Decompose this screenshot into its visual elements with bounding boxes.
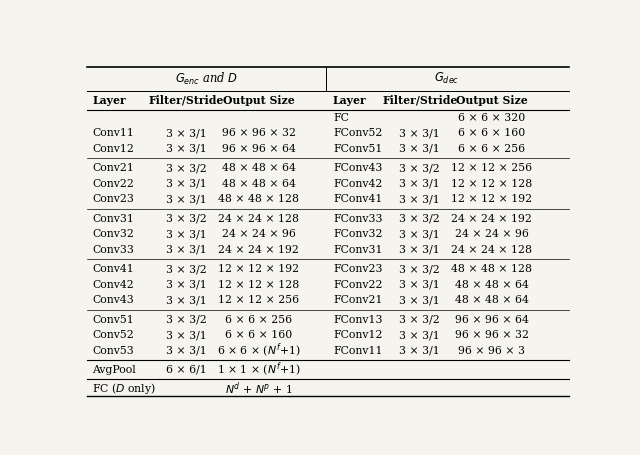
Text: Filter/Stride: Filter/Stride (382, 95, 458, 106)
Text: 96 × 96 × 64: 96 × 96 × 64 (455, 315, 529, 325)
Text: FConv42: FConv42 (333, 179, 382, 189)
Text: 3 × 3/1: 3 × 3/1 (399, 295, 440, 305)
Text: FC ($D$ only): FC ($D$ only) (92, 381, 156, 396)
Text: 24 × 24 × 128: 24 × 24 × 128 (451, 245, 532, 254)
Text: Conv53: Conv53 (92, 346, 134, 356)
Text: Conv42: Conv42 (92, 280, 134, 290)
Text: 3 × 3/1: 3 × 3/1 (166, 229, 207, 239)
Text: 6 × 6 × ($N^f$+1): 6 × 6 × ($N^f$+1) (217, 342, 300, 359)
Text: 48 × 48 × 64: 48 × 48 × 64 (221, 163, 296, 173)
Text: 3 × 3/1: 3 × 3/1 (399, 128, 440, 138)
Text: AvgPool: AvgPool (92, 364, 136, 374)
Text: 12 × 12 × 192: 12 × 12 × 192 (218, 264, 299, 274)
Text: Conv52: Conv52 (92, 330, 134, 340)
Text: 6 × 6 × 160: 6 × 6 × 160 (225, 330, 292, 340)
Text: 3 × 3/1: 3 × 3/1 (399, 330, 440, 340)
Text: 96 × 96 × 32: 96 × 96 × 32 (221, 128, 296, 138)
Text: 48 × 48 × 64: 48 × 48 × 64 (455, 280, 529, 290)
Text: 3 × 3/2: 3 × 3/2 (399, 163, 440, 173)
Text: Conv32: Conv32 (92, 229, 134, 239)
Text: 3 × 3/1: 3 × 3/1 (399, 143, 440, 153)
Text: 6 × 6 × 160: 6 × 6 × 160 (458, 128, 525, 138)
Text: 3 × 3/2: 3 × 3/2 (166, 214, 207, 224)
Text: FConv11: FConv11 (333, 346, 383, 356)
Text: 3 × 3/1: 3 × 3/1 (166, 128, 207, 138)
Text: 3 × 3/2: 3 × 3/2 (166, 264, 207, 274)
Text: FConv31: FConv31 (333, 245, 383, 254)
Text: Layer: Layer (333, 95, 367, 106)
Text: 24 × 24 × 192: 24 × 24 × 192 (218, 245, 299, 254)
Text: 12 × 12 × 192: 12 × 12 × 192 (451, 194, 532, 204)
Text: 6 × 6/1: 6 × 6/1 (166, 364, 207, 374)
Text: 6 × 6 × 256: 6 × 6 × 256 (225, 315, 292, 325)
Text: FConv51: FConv51 (333, 143, 382, 153)
Text: 96 × 96 × 3: 96 × 96 × 3 (458, 346, 525, 356)
Text: Conv11: Conv11 (92, 128, 134, 138)
Text: 6 × 6 × 320: 6 × 6 × 320 (458, 113, 525, 123)
Text: 24 × 24 × 96: 24 × 24 × 96 (221, 229, 296, 239)
Text: 3 × 3/2: 3 × 3/2 (166, 315, 207, 325)
Text: FConv43: FConv43 (333, 163, 382, 173)
Text: 24 × 24 × 96: 24 × 24 × 96 (455, 229, 529, 239)
Text: Conv22: Conv22 (92, 179, 134, 189)
Text: $G_{dec}$: $G_{dec}$ (435, 71, 460, 86)
Text: 12 × 12 × 256: 12 × 12 × 256 (218, 295, 299, 305)
Text: 3 × 3/1: 3 × 3/1 (399, 245, 440, 254)
Text: 3 × 3/1: 3 × 3/1 (166, 245, 207, 254)
Text: 3 × 3/1: 3 × 3/1 (399, 194, 440, 204)
Text: FConv21: FConv21 (333, 295, 383, 305)
Text: FConv23: FConv23 (333, 264, 383, 274)
Text: 3 × 3/2: 3 × 3/2 (399, 214, 440, 224)
Text: 3 × 3/1: 3 × 3/1 (399, 229, 440, 239)
Text: 24 × 24 × 192: 24 × 24 × 192 (451, 214, 532, 224)
Text: FConv52: FConv52 (333, 128, 382, 138)
Text: FConv12: FConv12 (333, 330, 383, 340)
Text: Conv41: Conv41 (92, 264, 134, 274)
Text: 3 × 3/2: 3 × 3/2 (399, 315, 440, 325)
Text: Conv12: Conv12 (92, 143, 134, 153)
Text: 3 × 3/1: 3 × 3/1 (166, 179, 207, 189)
Text: 12 × 12 × 256: 12 × 12 × 256 (451, 163, 532, 173)
Text: Conv43: Conv43 (92, 295, 134, 305)
Text: 12 × 12 × 128: 12 × 12 × 128 (451, 179, 532, 189)
Text: $G_{enc}$ and $D$: $G_{enc}$ and $D$ (175, 71, 238, 87)
Text: Conv21: Conv21 (92, 163, 134, 173)
Text: 3 × 3/1: 3 × 3/1 (166, 143, 207, 153)
Text: Conv51: Conv51 (92, 315, 134, 325)
Text: Layer: Layer (92, 95, 126, 106)
Text: 48 × 48 × 128: 48 × 48 × 128 (451, 264, 532, 274)
Text: 3 × 3/1: 3 × 3/1 (399, 179, 440, 189)
Text: FConv41: FConv41 (333, 194, 382, 204)
Text: FC: FC (333, 113, 349, 123)
Text: FConv13: FConv13 (333, 315, 383, 325)
Text: Conv33: Conv33 (92, 245, 134, 254)
Text: 48 × 48 × 64: 48 × 48 × 64 (221, 179, 296, 189)
Text: 3 × 3/1: 3 × 3/1 (166, 330, 207, 340)
Text: 48 × 48 × 64: 48 × 48 × 64 (455, 295, 529, 305)
Text: 96 × 96 × 64: 96 × 96 × 64 (221, 143, 296, 153)
Text: 24 × 24 × 128: 24 × 24 × 128 (218, 214, 299, 224)
Text: 3 × 3/1: 3 × 3/1 (166, 280, 207, 290)
Text: 12 × 12 × 128: 12 × 12 × 128 (218, 280, 299, 290)
Text: FConv33: FConv33 (333, 214, 383, 224)
Text: 3 × 3/1: 3 × 3/1 (166, 295, 207, 305)
Text: 6 × 6 × 256: 6 × 6 × 256 (458, 143, 525, 153)
Text: 1 × 1 × ($N^f$+1): 1 × 1 × ($N^f$+1) (217, 360, 300, 379)
Text: 3 × 3/1: 3 × 3/1 (399, 346, 440, 356)
Text: Conv23: Conv23 (92, 194, 134, 204)
Text: 48 × 48 × 128: 48 × 48 × 128 (218, 194, 299, 204)
Text: 3 × 3/2: 3 × 3/2 (166, 163, 207, 173)
Text: 96 × 96 × 32: 96 × 96 × 32 (454, 330, 529, 340)
Text: FConv32: FConv32 (333, 229, 383, 239)
Text: 3 × 3/1: 3 × 3/1 (166, 194, 207, 204)
Text: Output Size: Output Size (223, 95, 294, 106)
Text: 3 × 3/1: 3 × 3/1 (399, 280, 440, 290)
Text: Filter/Stride: Filter/Stride (149, 95, 225, 106)
Text: 3 × 3/1: 3 × 3/1 (166, 346, 207, 356)
Text: Conv31: Conv31 (92, 214, 134, 224)
Text: Output Size: Output Size (456, 95, 527, 106)
Text: FConv22: FConv22 (333, 280, 383, 290)
Text: 3 × 3/2: 3 × 3/2 (399, 264, 440, 274)
Text: $N^d$ + $N^p$ + 1: $N^d$ + $N^p$ + 1 (225, 380, 292, 397)
